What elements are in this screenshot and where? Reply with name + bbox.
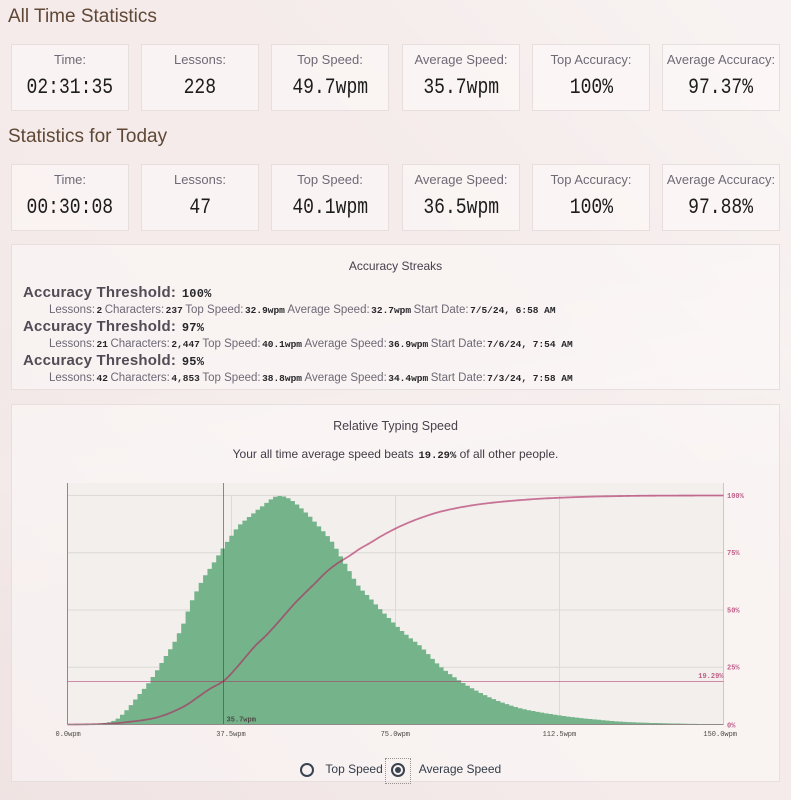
- svg-text:0%: 0%: [727, 723, 736, 731]
- svg-text:50%: 50%: [727, 608, 740, 616]
- svg-text:75.0wpm: 75.0wpm: [381, 731, 410, 739]
- svg-text:25%: 25%: [727, 665, 740, 673]
- svg-text:35.7wpm: 35.7wpm: [227, 717, 256, 725]
- svg-text:37.5wpm: 37.5wpm: [216, 731, 245, 739]
- svg-text:150.0wpm: 150.0wpm: [703, 731, 737, 739]
- svg-text:19.29%: 19.29%: [698, 673, 724, 681]
- svg-text:75%: 75%: [727, 550, 740, 558]
- svg-text:0.0wpm: 0.0wpm: [56, 731, 81, 739]
- svg-text:112.5wpm: 112.5wpm: [543, 731, 577, 739]
- svg-text:100%: 100%: [727, 493, 745, 501]
